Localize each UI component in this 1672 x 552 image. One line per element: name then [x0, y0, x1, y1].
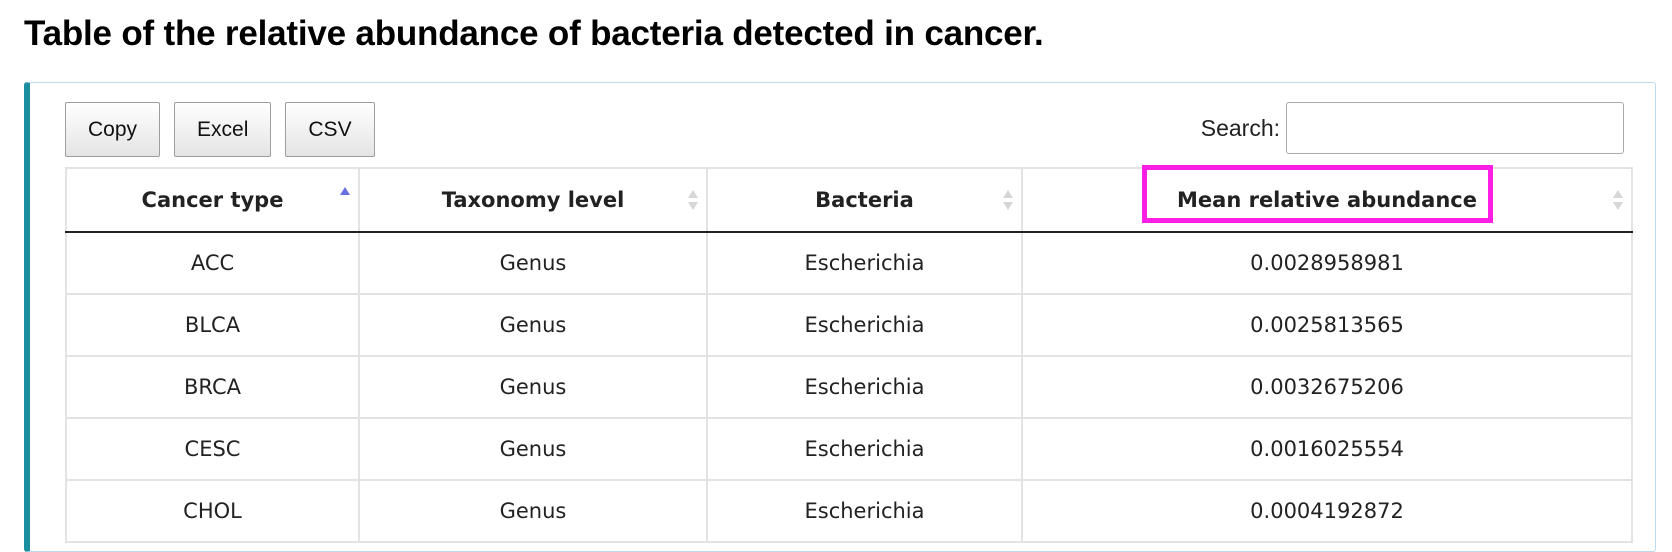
excel-button[interactable]: Excel: [174, 102, 272, 157]
search-box: Search:: [1201, 102, 1624, 154]
search-label: Search:: [1200, 114, 1280, 141]
cell-taxonomy-level: Genus: [358, 479, 708, 543]
cell-bacteria: Escherichia: [706, 355, 1023, 419]
cell-bacteria: Escherichia: [706, 479, 1023, 543]
cell-cancer-type: BLCA: [65, 293, 360, 357]
cell-mean-relative-abundance: 0.0032675206: [1021, 355, 1633, 419]
table-header-row: Cancer type Taxonomy level Bacteria Mean…: [65, 167, 1633, 233]
column-header-label: Cancer type: [141, 188, 284, 212]
csv-button[interactable]: CSV: [285, 102, 375, 157]
cell-taxonomy-level: Genus: [358, 293, 708, 357]
cell-cancer-type: ACC: [65, 231, 360, 295]
column-header-bacteria[interactable]: Bacteria: [706, 167, 1023, 233]
sort-icon: [1003, 189, 1013, 211]
cell-bacteria: Escherichia: [706, 417, 1023, 481]
cell-mean-relative-abundance: 0.0025813565: [1021, 293, 1633, 357]
column-header-mean-relative-abundance[interactable]: Mean relative abundance: [1021, 167, 1633, 233]
cell-cancer-type: CESC: [65, 417, 360, 481]
sort-icon: [1613, 189, 1623, 211]
table-panel: Copy Excel CSV Search: Cancer type Taxon…: [24, 82, 1656, 552]
column-header-label: Bacteria: [815, 188, 914, 212]
cell-taxonomy-level: Genus: [358, 231, 708, 295]
cell-mean-relative-abundance: 0.0028958981: [1021, 231, 1633, 295]
table-row: CESC Genus Escherichia 0.0016025554: [65, 417, 1633, 481]
column-header-label: Mean relative abundance: [1177, 188, 1477, 212]
search-input[interactable]: [1286, 102, 1624, 154]
table-row: BLCA Genus Escherichia 0.0025813565: [65, 293, 1633, 357]
table-row: CHOL Genus Escherichia 0.0004192872: [65, 479, 1633, 543]
cell-bacteria: Escherichia: [706, 231, 1023, 295]
page-title: Table of the relative abundance of bacte…: [24, 14, 1044, 53]
sort-ascending-icon: [340, 187, 350, 211]
column-header-label: Taxonomy level: [441, 188, 625, 212]
abundance-table: Cancer type Taxonomy level Bacteria Mean…: [65, 167, 1633, 543]
column-header-cancer-type[interactable]: Cancer type: [65, 167, 360, 233]
cell-cancer-type: BRCA: [65, 355, 360, 419]
copy-button[interactable]: Copy: [65, 102, 161, 157]
cell-taxonomy-level: Genus: [358, 355, 708, 419]
table-row: ACC Genus Escherichia 0.0028958981: [65, 231, 1633, 295]
sort-icon: [688, 189, 698, 211]
cell-mean-relative-abundance: 0.0016025554: [1021, 417, 1633, 481]
export-toolbar: Copy Excel CSV: [65, 102, 375, 157]
cell-cancer-type: CHOL: [65, 479, 360, 543]
column-header-taxonomy-level[interactable]: Taxonomy level: [358, 167, 708, 233]
cell-bacteria: Escherichia: [706, 293, 1023, 357]
cell-mean-relative-abundance: 0.0004192872: [1021, 479, 1633, 543]
cell-taxonomy-level: Genus: [358, 417, 708, 481]
table-row: BRCA Genus Escherichia 0.0032675206: [65, 355, 1633, 419]
